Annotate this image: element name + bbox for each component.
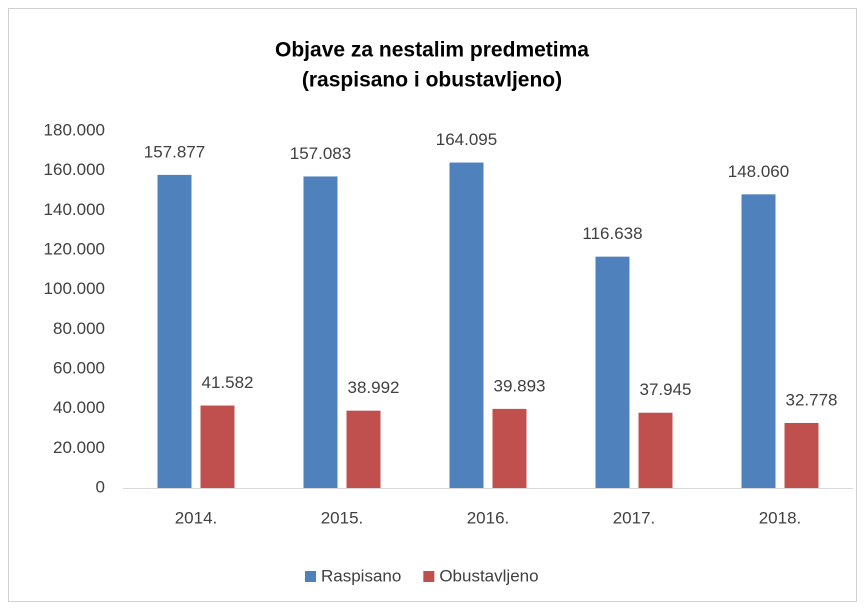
bar xyxy=(741,194,776,489)
legend-label: Raspisano xyxy=(321,566,401,585)
x-tick-label: 2015. xyxy=(321,508,364,527)
y-tick-label: 20.000 xyxy=(53,438,105,457)
x-tick-label: 2018. xyxy=(759,508,802,527)
y-tick-label: 100.000 xyxy=(44,279,105,298)
data-label: 116.638 xyxy=(582,224,642,243)
x-tick-label: 2016. xyxy=(467,508,510,527)
y-tick-label: 140.000 xyxy=(44,200,105,219)
bar xyxy=(784,422,819,488)
y-tick-label: 160.000 xyxy=(44,160,105,179)
bar xyxy=(303,176,338,488)
bar xyxy=(346,410,381,488)
y-tick-label: 60.000 xyxy=(53,358,105,377)
bar xyxy=(492,408,527,488)
bar xyxy=(449,162,484,488)
data-label: 157.877 xyxy=(144,142,205,161)
chart-title: Objave za nestalim predmetima xyxy=(275,39,589,62)
y-tick-label: 40.000 xyxy=(53,398,105,417)
y-tick-label: 80.000 xyxy=(53,319,105,338)
data-label: 39.893 xyxy=(494,376,546,395)
legend-swatch xyxy=(423,571,435,582)
y-tick-label: 0 xyxy=(96,477,105,496)
data-label: 157.083 xyxy=(290,144,351,163)
chart-title: (raspisano i obustavljeno) xyxy=(302,69,562,92)
y-tick-label: 120.000 xyxy=(44,239,105,258)
legend-label: Obustavljeno xyxy=(439,566,538,585)
data-label: 164.095 xyxy=(436,130,497,149)
x-tick-label: 2017. xyxy=(613,508,656,527)
data-label: 41.582 xyxy=(202,373,254,392)
y-tick-label: 180.000 xyxy=(44,120,105,139)
data-label: 37.945 xyxy=(640,380,692,399)
bar xyxy=(200,405,235,488)
bar xyxy=(595,256,630,488)
data-label: 32.778 xyxy=(786,390,838,409)
legend-swatch xyxy=(305,571,316,582)
x-tick-label: 2014. xyxy=(175,508,218,527)
bar xyxy=(638,412,673,488)
chart-border xyxy=(8,8,857,602)
data-label: 148.060 xyxy=(728,162,789,181)
data-label: 38.992 xyxy=(348,378,400,397)
bar xyxy=(157,174,192,488)
